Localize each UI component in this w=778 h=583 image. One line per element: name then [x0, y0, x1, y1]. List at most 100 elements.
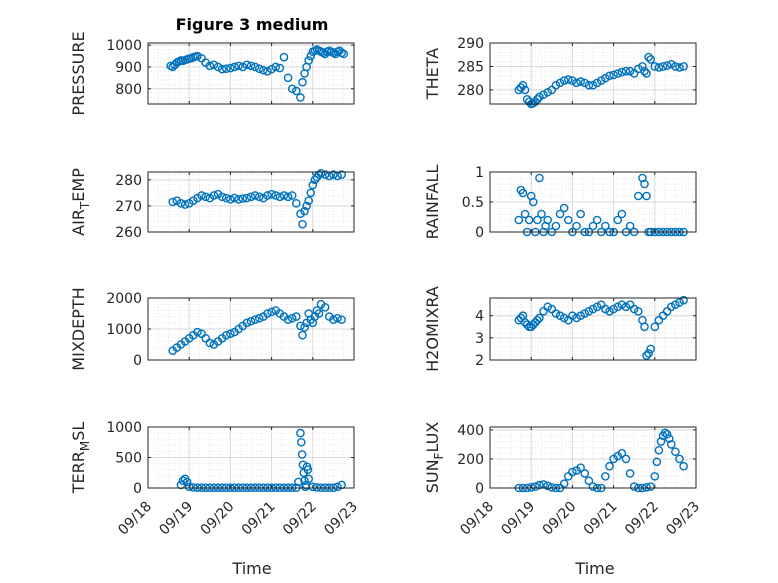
data-point [337, 480, 346, 490]
data-point [296, 93, 305, 102]
data-point [267, 189, 276, 199]
data-point [658, 62, 668, 71]
data-point [664, 434, 674, 443]
data-point [526, 482, 536, 492]
data-point [279, 191, 289, 200]
data-point [555, 311, 565, 321]
y-tick-label: 0 [475, 481, 484, 497]
data-point [656, 437, 666, 446]
x-tick-label: 09/21 [581, 499, 621, 539]
data-point [302, 201, 311, 211]
subplot-mixdepth: 0 1000 2000 MIXDEPTH [69, 287, 355, 371]
data-point [263, 309, 272, 318]
data-point [576, 463, 585, 472]
data-point [304, 474, 313, 484]
data-point [640, 322, 649, 332]
data-point [617, 67, 627, 77]
data-point [644, 349, 653, 358]
data-point [263, 191, 272, 200]
data-point [283, 73, 293, 83]
y-tick-label: 280 [457, 83, 484, 99]
data-point [592, 78, 602, 88]
data-point [601, 221, 610, 231]
data-point [535, 480, 544, 490]
data-point [601, 304, 610, 314]
data-point [588, 80, 598, 90]
data-point [533, 215, 542, 225]
x-tick-label: 09/20 [540, 499, 580, 539]
data-point [551, 309, 561, 318]
data-point [304, 56, 313, 65]
data-point [640, 66, 649, 76]
data-point [652, 457, 662, 467]
data-point [568, 76, 577, 85]
y-axis-label: MIXDEPTH [69, 287, 88, 370]
data-point [646, 344, 655, 354]
data-point [533, 315, 542, 325]
data-point [226, 63, 235, 73]
data-point [533, 95, 542, 104]
data-point [298, 460, 308, 470]
data-point [254, 64, 264, 74]
data-point [180, 200, 190, 209]
y-tick-label: 500 [115, 451, 142, 467]
y-tick-label: 1000 [106, 420, 142, 436]
y-tick-label: 290 [457, 36, 484, 52]
subplot-h2omixra: 2 3 4 H2OMIXRA [423, 286, 697, 372]
data-point [592, 302, 602, 312]
data-point [559, 313, 569, 323]
data-point [535, 313, 544, 323]
data-point [559, 479, 569, 488]
data-point [568, 311, 577, 321]
data-point [242, 193, 252, 203]
data-point [584, 80, 594, 90]
data-point [642, 351, 651, 360]
data-point [576, 77, 585, 86]
data-point [217, 192, 227, 202]
data-point [292, 86, 301, 96]
data-point [640, 179, 649, 189]
subplot-sun_flux: 0 200 400 09/18 09/19 09/20 09/21 09/22 09/23 SUN… [423, 422, 703, 539]
data-point [221, 330, 231, 340]
data-point [613, 302, 623, 312]
data-point [275, 63, 285, 73]
data-point [516, 83, 526, 92]
x-axis-label-right: Time [574, 559, 614, 578]
data-point [182, 477, 192, 487]
data-point [671, 300, 680, 309]
y-tick-label: 0 [475, 225, 484, 241]
data-point [580, 309, 590, 318]
data-point [675, 454, 684, 464]
data-point [572, 221, 581, 231]
axes-box [147, 171, 355, 233]
data-point [576, 209, 585, 219]
data-point [333, 482, 342, 492]
data-point [300, 206, 309, 216]
data-point [621, 66, 631, 76]
data-point [320, 302, 330, 312]
data-point [605, 306, 614, 316]
data-point [514, 215, 524, 225]
axes-box [489, 297, 697, 361]
data-point [584, 306, 594, 316]
y-tick-label: 2 [475, 353, 484, 369]
y-axis-label: RAINFALL [423, 165, 442, 240]
data-point [178, 476, 188, 485]
y-tick-label: 800 [115, 82, 142, 98]
y-tick-label: 3 [475, 331, 484, 347]
data-point [287, 191, 297, 200]
data-point [609, 304, 618, 314]
data-point [254, 313, 264, 323]
y-axis-label: AIRTEMP [69, 168, 92, 236]
data-point [209, 60, 219, 70]
y-tick-label: 270 [115, 199, 142, 215]
y-axis-label: SUNFLUX [423, 422, 446, 494]
data-point [580, 78, 590, 88]
x-tick-label: 09/23 [321, 499, 361, 539]
data-point [662, 61, 672, 70]
x-tick-label: 09/18 [457, 499, 497, 539]
subplot-pressure: 800 900 1000 PRESSURE [69, 31, 355, 116]
data-point [217, 64, 227, 74]
data-point [259, 65, 268, 75]
data-point [679, 461, 688, 471]
